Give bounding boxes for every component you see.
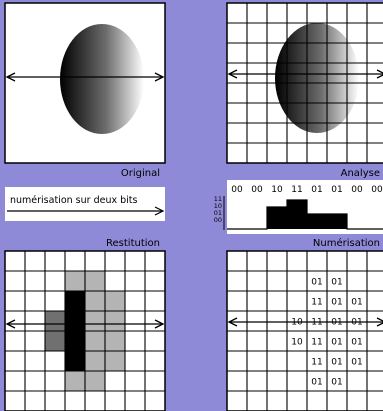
binary-code-cell: 11	[311, 338, 322, 348]
binary-code-cell: 10	[291, 338, 303, 348]
restitution-cell	[65, 331, 85, 351]
restitution-cell	[65, 311, 85, 331]
scan-arrow-right	[376, 69, 383, 79]
bit-code-label: 00	[251, 185, 263, 195]
binary-code-cell: 11	[311, 358, 322, 368]
binary-code-cell: 01	[331, 358, 342, 368]
restitution-cell	[65, 351, 85, 371]
level-bar	[327, 214, 347, 229]
original-image	[5, 24, 165, 134]
restitution-cell	[65, 371, 85, 391]
analyse-grid	[227, 3, 383, 163]
scan-arrow-right	[154, 319, 165, 329]
restitution-cell	[85, 271, 105, 291]
scan-arrow-left	[227, 317, 238, 327]
level-bar	[287, 200, 307, 229]
bit-code-label: 11	[291, 185, 302, 195]
level-axis-label: 11	[214, 195, 222, 203]
binary-code-cell: 01	[351, 338, 362, 348]
restitution-cell	[45, 311, 65, 331]
binary-code-cell: 01	[331, 278, 342, 288]
restitution-cell	[85, 291, 105, 311]
bit-code-label: 10	[271, 185, 283, 195]
level-axis-label: 01	[214, 209, 222, 217]
scan-arrow-right	[154, 72, 165, 82]
caption-original: Original	[121, 168, 160, 179]
numerisation-note-panel	[5, 187, 165, 221]
restitution-cell	[105, 291, 125, 311]
level-bar	[307, 214, 327, 229]
profile-outline	[227, 199, 383, 230]
restitution-cell	[85, 371, 105, 391]
caption-restitution: Restitution	[106, 238, 160, 249]
analyse-image	[227, 3, 383, 163]
bit-code-label: 00	[371, 185, 383, 195]
restitution-cell	[85, 331, 105, 351]
numerisation-note: numérisation sur deux bits	[7, 195, 165, 216]
binary-code-cell: 01	[351, 358, 362, 368]
gradient-ellipse	[275, 23, 359, 133]
restitution-image	[5, 251, 165, 411]
binary-code-cell: 01	[331, 378, 342, 388]
scan-arrow-right	[376, 317, 383, 327]
level-bar	[267, 207, 287, 229]
scan-arrow-left	[5, 319, 16, 329]
bit-code-label: 01	[311, 185, 322, 195]
caption-analyse: Analyse	[341, 168, 380, 179]
restitution-cell	[65, 271, 85, 291]
numerisation-note-text: numérisation sur deux bits	[10, 195, 138, 206]
note-arrow-head	[154, 206, 165, 216]
restitution-cell	[45, 331, 65, 351]
restitution-cell	[105, 351, 125, 371]
scan-arrow-left	[5, 72, 16, 82]
caption-numerisation: Numérisation	[313, 237, 380, 249]
restitution-cell	[105, 311, 125, 331]
binary-code-cell: 01	[331, 298, 342, 308]
binary-code-cell: 11	[311, 298, 322, 308]
binary-code-cell: 01	[311, 378, 322, 388]
scan-arrow-left	[227, 69, 238, 79]
level-axis-label: 10	[214, 202, 222, 210]
binary-code-cell: 01	[311, 278, 322, 288]
bit-code-label: 00	[351, 185, 363, 195]
gradient-ellipse	[60, 24, 144, 134]
level-axis-label: 00	[214, 216, 222, 224]
restitution-cell	[65, 291, 85, 311]
bit-code-label: 00	[231, 185, 243, 195]
binary-code-cell: 01	[331, 338, 342, 348]
bit-code-label: 01	[331, 185, 342, 195]
restitution-cell	[85, 311, 105, 331]
restitution-cell	[105, 331, 125, 351]
restitution-cell	[85, 351, 105, 371]
binary-code-cell: 01	[351, 298, 362, 308]
